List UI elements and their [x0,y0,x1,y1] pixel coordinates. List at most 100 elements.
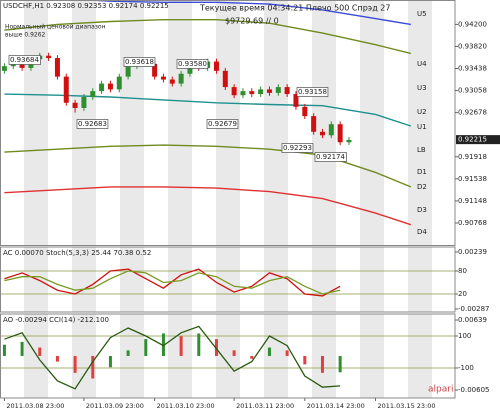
ao-bar [161,333,165,356]
candle-body [81,96,87,108]
y-tick-label: 100 [458,332,471,340]
session-stripe [264,314,288,398]
last-price-label: 0.92215 [458,136,487,144]
y-tick-label: -0.00605 [458,386,489,394]
y-tick-label: 0.00639 [458,316,487,324]
session-stripe [408,0,432,245]
candle-body [160,76,166,80]
level-label: D2 [417,183,427,191]
y-tick-label: 0.91538 [458,175,487,183]
candle-body [1,66,7,71]
ao-bar [197,333,201,356]
level-label: U4 [417,60,427,68]
ao-bar [108,355,112,368]
candle-body [169,79,175,84]
candle-body [258,89,264,95]
candle-body [107,83,113,90]
ac-title: AC 0.00070 Stoch(5,3,3) 25.44 70.38 0.52 [3,249,151,257]
candle-body [319,131,325,136]
annotation-box [176,59,209,69]
session-stripe [168,247,192,312]
x-tick-label: 2011.03.14 23:00 [307,402,365,410]
ao-bar [20,341,24,356]
candle-body [284,87,290,95]
panel [0,325,455,390]
candle-body [213,61,219,71]
session-stripe [408,314,432,398]
candle-body [302,106,308,117]
ac-frame [0,246,456,313]
band-line [4,19,411,55]
annotation-box [76,119,109,129]
ao-bar [250,355,254,359]
ao-bar [338,355,342,373]
ao-bar [38,347,42,356]
price-annotation: 0.93684 [10,56,39,64]
candle-body [152,63,158,77]
chart-title: USDCHF,H1 0.92308 0.92353 0.92174 0.9221… [3,2,169,10]
y-tick-label: 0.93058 [458,87,487,95]
ao-bar [2,344,6,356]
ao-bar [285,350,289,356]
candle-body [337,124,343,143]
annotation-box [281,143,314,153]
level-label: D4 [417,228,427,236]
price-annotation: 0.92679 [208,120,237,128]
annotation-box [296,87,329,97]
band-line [4,93,412,127]
ao-bar [126,350,130,356]
candle-body [116,76,122,90]
y-tick-label: 0.00239 [458,248,487,256]
y-tick-label: 0.93820 [458,42,487,50]
y-tick-label: 80 [458,267,467,275]
level-label: D1 [417,168,427,176]
ao-bar [320,355,324,373]
level-label: D3 [417,206,427,214]
candle-body [222,70,228,88]
note: выше 0.9262 [5,32,46,39]
session-stripe [360,0,384,245]
y-tick-label: 0.93438 [458,65,487,73]
session-stripes [24,0,432,398]
annotation-box [206,119,239,129]
ao-bar [214,339,218,356]
session-stripe [312,314,336,398]
level-label: U5 [417,10,427,18]
candle-body [63,76,69,103]
candle-body [72,102,78,108]
main-frame [0,0,456,246]
session-stripe [168,314,192,398]
candle-body [249,91,255,95]
ao-bar [179,336,183,356]
ao-bar [144,339,148,356]
candle-body [266,89,272,93]
level-label: U2 [417,108,427,116]
y-tick-label: 0.92678 [458,109,487,117]
ao-bar [303,355,307,365]
y-tick-label: 0.91918 [458,153,487,161]
note: Нормальный ценовой диапазон [5,24,106,31]
ao-bar [232,350,236,356]
session-stripe [24,314,48,398]
cci-line [4,325,341,390]
ao-frame [0,313,456,399]
price-annotation: 0.93618 [125,58,154,66]
session-stripe [120,247,144,312]
price-annotation: 0.92293 [283,144,312,152]
level-label: LB [417,146,426,154]
annotation-box [123,57,156,67]
session-stripe [120,314,144,398]
candle-body [178,73,184,84]
level-label: U1 [417,123,427,131]
candle-body [54,58,60,77]
x-tick-label: 2011.03.10 23:00 [157,402,215,410]
candle-body [90,91,96,97]
level-label: U3 [417,84,427,92]
candle-body [275,87,281,93]
info-text: Текущее время 04:34:21 Плечо 500 Спрэд 2… [199,4,390,13]
candle-body [187,65,193,74]
x-tick-label: 2011.03.11 23:00 [236,402,294,410]
session-stripe [264,0,288,245]
band-line [4,144,412,188]
candle-body [346,139,352,143]
